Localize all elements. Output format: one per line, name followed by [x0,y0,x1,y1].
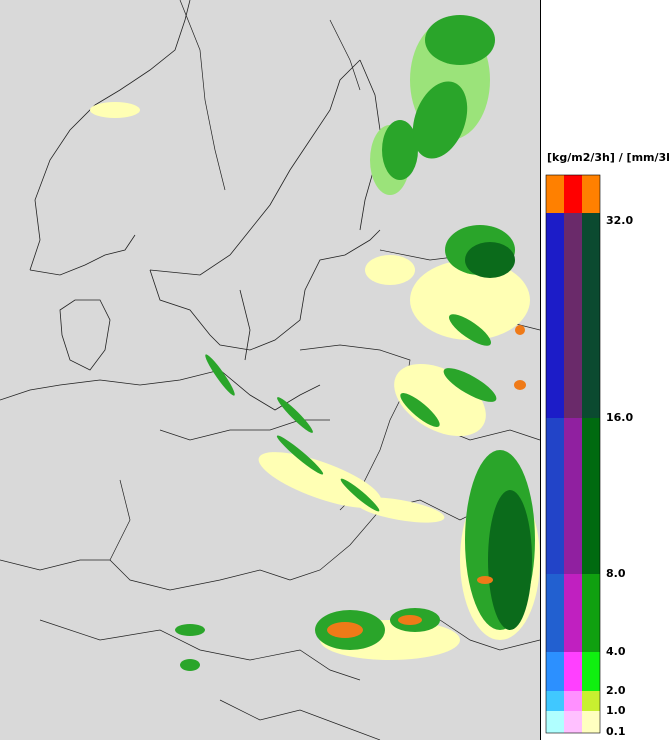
colorbar [545,174,601,734]
precipitation-areas [90,15,540,671]
legend-title: [kg/m2/3h] / [mm/3h] [547,151,669,164]
legend-label: 1.0 [606,704,626,717]
legend-label: 16.0 [606,411,633,424]
legend-label: 0.1 [606,725,626,738]
legend-label: 8.0 [606,567,626,580]
legend-label: 2.0 [606,684,626,697]
legend-label: 32.0 [606,214,633,227]
legend-labels: 32.0 16.0 8.0 4.0 2.0 1.0 0.1 [606,214,633,738]
legend-label: 4.0 [606,645,626,658]
